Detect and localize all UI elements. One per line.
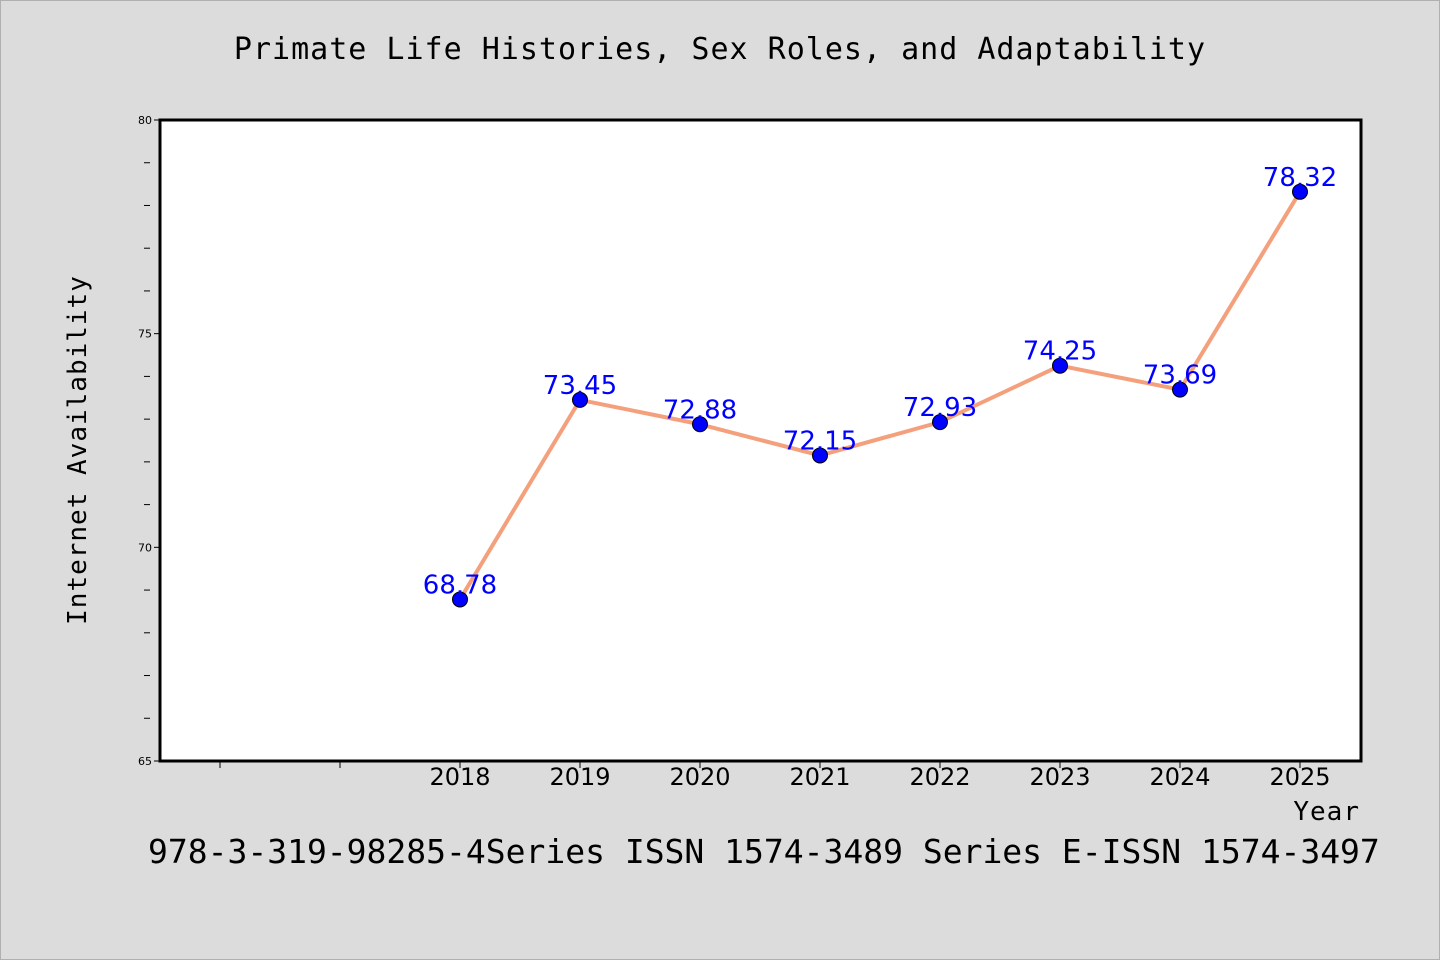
footer-isbn-text: 978-3-319-98285-4Series ISSN 1574-3489 S… xyxy=(148,832,1380,871)
x-tick-label: 2019 xyxy=(549,763,610,791)
x-tick-label: 2023 xyxy=(1029,763,1090,791)
x-tick-label: 2024 xyxy=(1149,763,1210,791)
data-point xyxy=(932,414,948,431)
x-tick-label: 2020 xyxy=(669,763,730,791)
data-label: 72.88 xyxy=(663,395,737,425)
x-axis: 2018 2019 2020 2021 2022 2023 2024 2025 xyxy=(219,761,1331,791)
y-axis-label: Internet Availability xyxy=(63,275,93,625)
data-point xyxy=(1292,183,1308,200)
y-tick-label: 70 xyxy=(138,541,152,554)
x-tick-label: 2021 xyxy=(789,763,850,791)
y-tick-label: 75 xyxy=(138,328,152,341)
data-label: 68.78 xyxy=(423,570,497,600)
chart-title: Primate Life Histories, Sex Roles, and A… xyxy=(233,32,1207,67)
data-point xyxy=(692,416,708,433)
data-label: 74.25 xyxy=(1023,337,1097,367)
x-axis-label: Year xyxy=(1293,797,1360,827)
x-tick-label: 2022 xyxy=(909,763,970,791)
y-tick-label: 80 xyxy=(138,114,152,127)
data-point xyxy=(1172,381,1188,398)
series-line xyxy=(458,190,1302,601)
x-tick-label: 2025 xyxy=(1269,763,1330,791)
y-axis: 65 70 75 80 xyxy=(138,114,160,768)
data-point xyxy=(452,591,468,608)
data-label: 72.15 xyxy=(783,426,857,456)
data-label: 73.69 xyxy=(1143,361,1217,391)
series-layer: 68.78 73.45 72.88 72.15 72.93 74.25 73.69 78.32 xyxy=(423,163,1337,608)
x-tick-label: 2018 xyxy=(429,763,490,791)
data-label: 73.45 xyxy=(543,371,617,401)
data-point xyxy=(572,391,588,408)
data-point xyxy=(1052,357,1068,374)
data-point xyxy=(812,447,828,464)
data-label: 78.32 xyxy=(1263,163,1337,193)
data-label: 72.93 xyxy=(903,393,977,423)
y-tick-label: 65 xyxy=(138,755,152,768)
